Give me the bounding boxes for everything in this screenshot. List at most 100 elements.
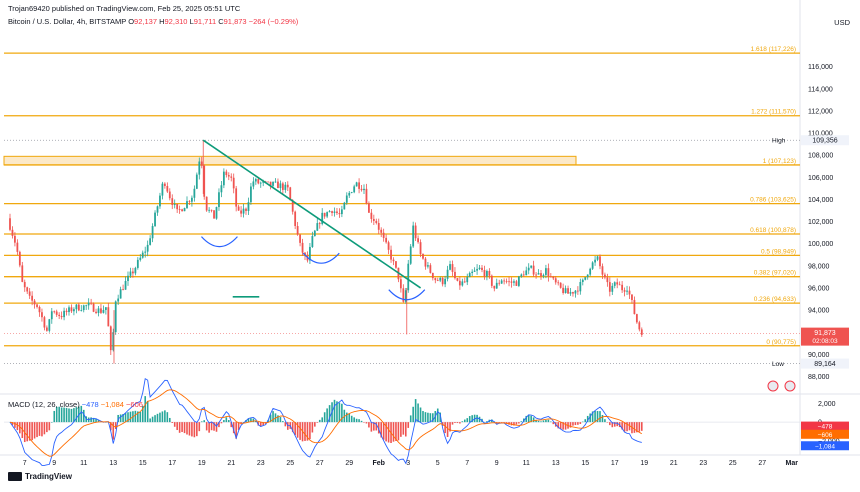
x-tick-label: 27: [316, 460, 324, 467]
candle-body: [368, 203, 370, 213]
currency-label[interactable]: USD: [834, 18, 850, 27]
candle-body: [476, 269, 478, 271]
candle-body: [404, 290, 407, 302]
macd-bar: [518, 422, 520, 424]
event-flag-icon: [784, 380, 796, 392]
macd-bar: [621, 422, 623, 430]
macd-bar: [638, 422, 641, 432]
macd-bar: [326, 408, 328, 423]
candle-body: [186, 201, 188, 209]
candle-body: [188, 201, 191, 202]
candle-body: [281, 183, 284, 190]
candle-body: [456, 278, 459, 281]
candle-body: [178, 209, 181, 210]
macd-bar: [97, 420, 100, 423]
macd-bar: [36, 422, 38, 438]
candle-body: [159, 195, 161, 207]
candle-body: [95, 311, 97, 313]
macd-bar: [208, 422, 210, 433]
candle-body: [254, 179, 257, 182]
macd-bar: [589, 413, 591, 423]
candle-body: [245, 208, 247, 211]
fib-level-label: 1 (107,123): [763, 158, 796, 165]
macd-bar: [535, 419, 537, 423]
candle-body: [65, 310, 68, 313]
macd-bar: [392, 422, 395, 442]
candle-body: [532, 265, 535, 275]
candle-body: [483, 269, 486, 277]
candle-body: [90, 302, 93, 304]
macd-bar: [284, 422, 287, 427]
macd-bar: [141, 405, 144, 423]
candle-body: [486, 271, 488, 277]
macd-bar: [604, 419, 606, 423]
candle-body: [92, 303, 95, 312]
macd-bar: [247, 418, 250, 423]
candle-body: [208, 209, 211, 211]
macd-bar: [92, 417, 95, 423]
macd-tag-3: −1,084: [815, 443, 835, 450]
candle-body: [385, 237, 388, 243]
macd-bar: [242, 422, 245, 423]
candle-body: [58, 314, 61, 316]
macd-y-tick: 2,000: [818, 401, 836, 408]
candle-body: [272, 182, 274, 186]
macd-value-2: −1,084: [100, 400, 124, 409]
candle-body: [149, 238, 152, 245]
candle-body: [395, 261, 397, 268]
macd-bar: [365, 422, 368, 424]
candle-body: [549, 276, 552, 278]
y-tick-label: 90,000: [808, 352, 830, 359]
candle-body: [540, 273, 542, 277]
candle-body: [429, 265, 432, 273]
candle-body: [151, 226, 154, 239]
candle-body: [414, 225, 417, 239]
candle-body: [584, 277, 587, 280]
candle-body: [262, 181, 265, 183]
candle-body: [21, 265, 24, 282]
x-tick-label: 9: [52, 460, 56, 467]
macd-bar: [545, 420, 547, 423]
candle-body: [463, 281, 466, 283]
candle-body: [424, 258, 427, 267]
macd-bar: [31, 422, 33, 441]
price-tag-value: 91,873: [814, 330, 836, 337]
candle-body: [48, 319, 51, 331]
candle-body: [70, 307, 73, 312]
macd-bar: [60, 407, 63, 423]
candle-body: [611, 285, 614, 292]
macd-bar: [387, 422, 390, 443]
candle-body: [259, 182, 262, 184]
candle-body: [279, 183, 282, 189]
candles-group: [9, 156, 643, 355]
macd-bar: [591, 411, 594, 423]
macd-bar: [119, 414, 122, 423]
y-tick-label: 110,000: [808, 131, 833, 138]
macd-bar: [28, 422, 31, 441]
macd-bar: [95, 418, 97, 423]
candle-body: [604, 274, 606, 278]
supply-zone: [3, 155, 577, 166]
macd-bar: [227, 420, 230, 423]
candle-body: [171, 198, 174, 205]
candle-body: [181, 209, 183, 212]
x-tick-label: 5: [436, 460, 440, 467]
macd-bar: [137, 411, 139, 423]
candle-body: [505, 281, 508, 283]
footer-brand[interactable]: TradingView: [8, 472, 72, 481]
candle-body: [333, 211, 336, 213]
macd-bar: [550, 421, 552, 423]
macd-bar: [33, 422, 36, 439]
macd-bar: [154, 415, 156, 423]
candle-body: [449, 264, 451, 270]
y-tick-label: 108,000: [808, 153, 833, 160]
candle-body: [530, 265, 533, 268]
macd-line: [9, 377, 642, 466]
macd-bar: [579, 422, 582, 424]
candle-body: [640, 329, 643, 335]
macd-bar: [542, 420, 545, 423]
x-tick-label: 13: [552, 460, 560, 467]
macd-bar: [178, 422, 181, 433]
